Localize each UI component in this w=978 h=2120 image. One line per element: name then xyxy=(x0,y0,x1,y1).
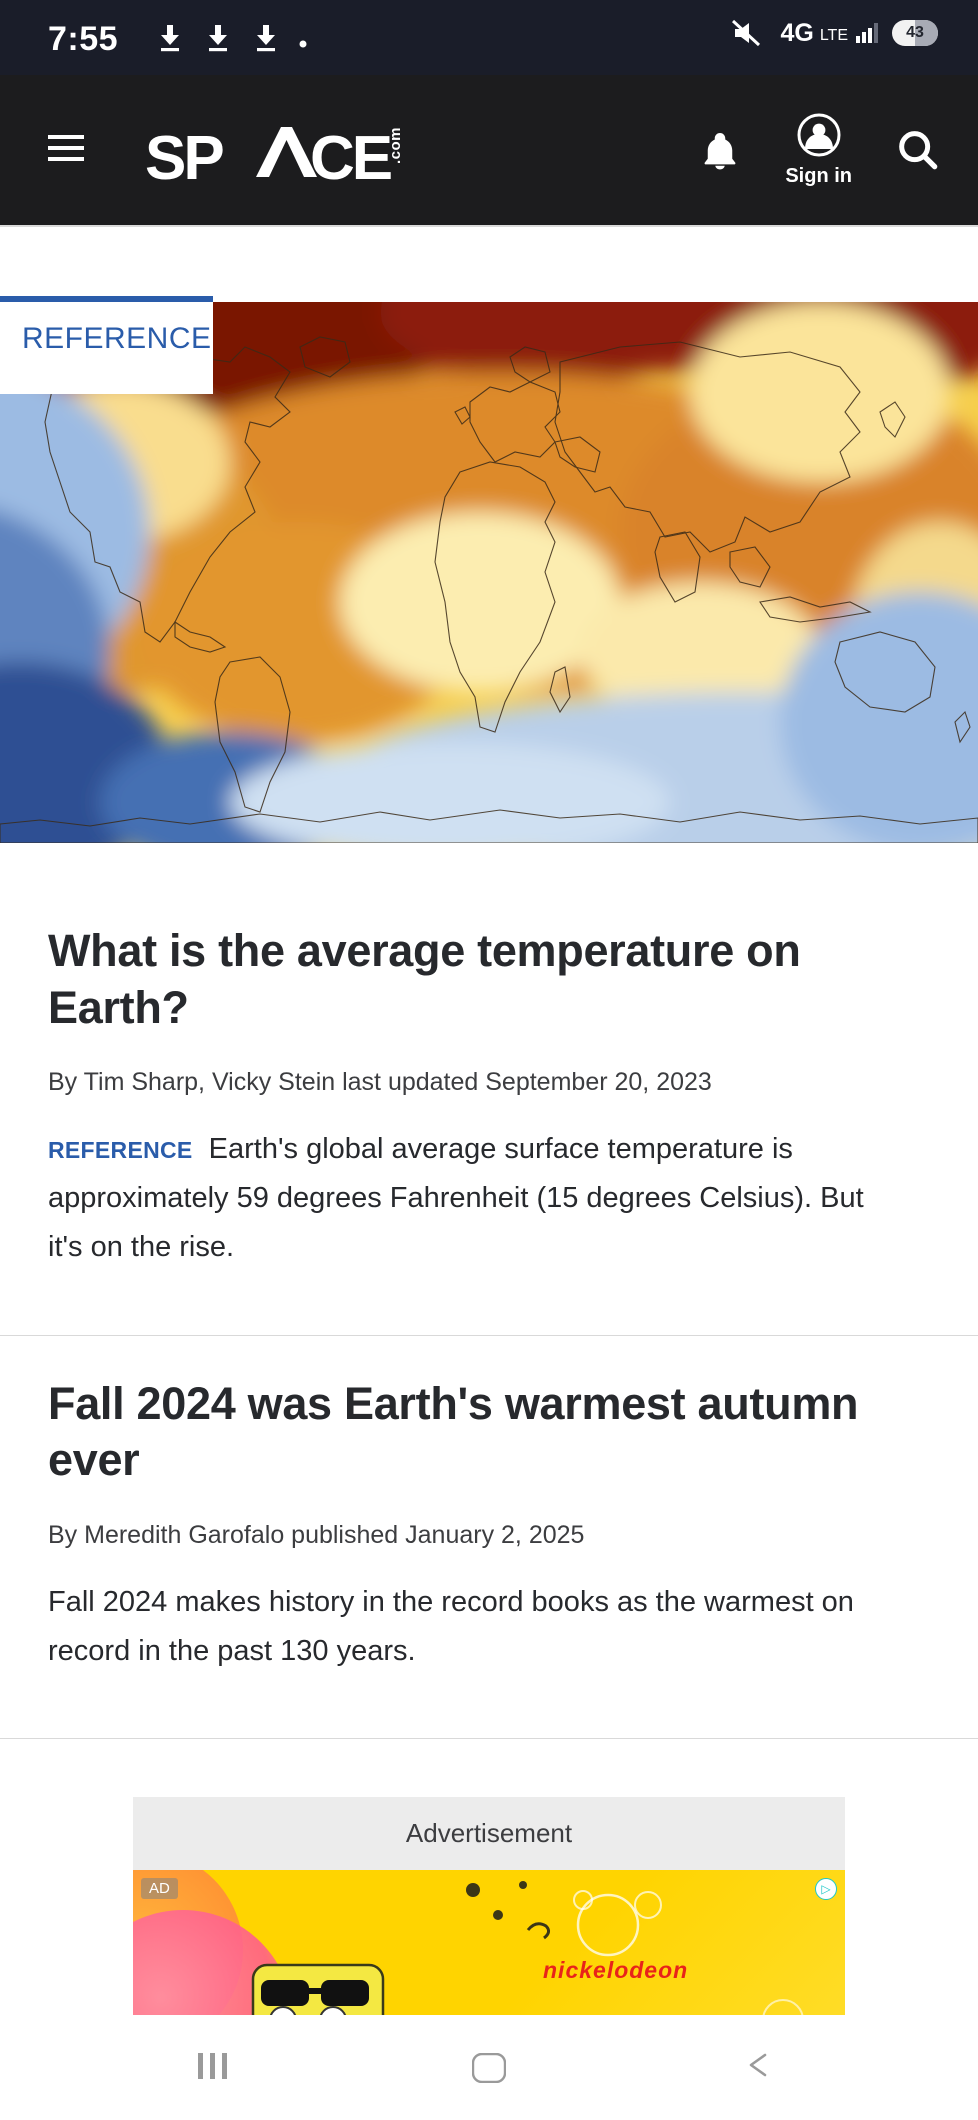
svg-text:.com: .com xyxy=(387,127,404,164)
svg-text:SP: SP xyxy=(145,124,223,193)
svg-text:nickelodeon: nickelodeon xyxy=(543,1957,688,1983)
svg-text:CE: CE xyxy=(310,124,391,193)
